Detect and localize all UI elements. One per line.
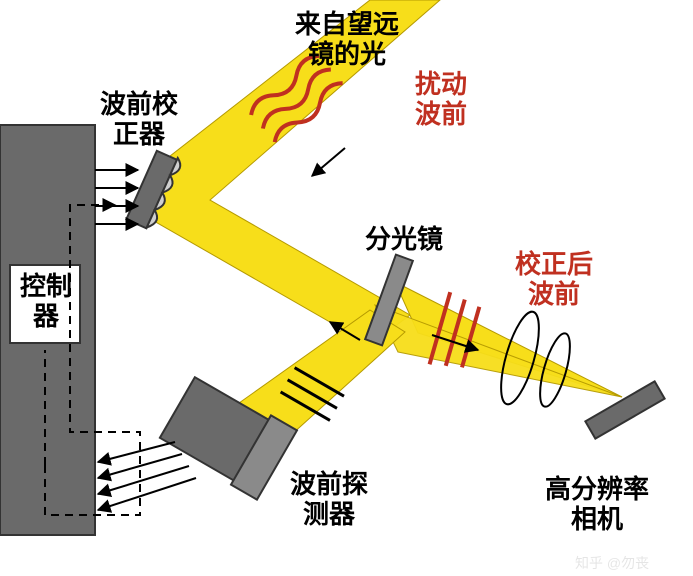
arrows-from-sensor [98,442,196,510]
label-corrector: 波前校 正器 [100,90,178,150]
label-camera: 高分辨率 相机 [545,475,649,535]
label-disturbed-wavefront: 扰动 波前 [415,70,467,130]
label-wavefront-sensor: 波前探 测器 [290,470,368,530]
label-beamsplitter: 分光镜 [365,225,443,255]
beam-arrow-down [312,148,345,176]
beam-to-camera-lower [375,305,622,397]
label-corrected-wavefront: 校正后 波前 [515,250,593,310]
label-controller: 控制 器 [20,272,72,332]
watermark: 知乎 @勿丧 [575,553,649,573]
label-telescope-light: 来自望远 镜的光 [295,10,399,70]
